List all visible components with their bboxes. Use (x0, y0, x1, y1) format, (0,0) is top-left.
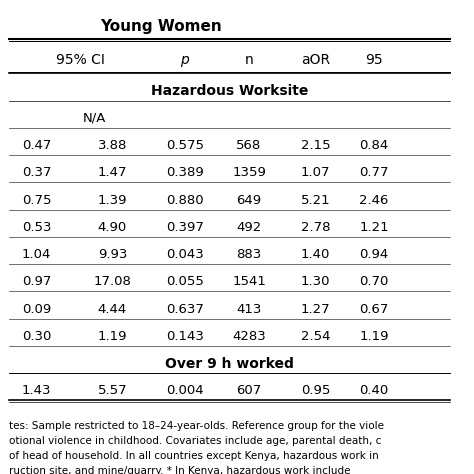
Text: 492: 492 (237, 221, 262, 234)
Text: 0.70: 0.70 (359, 275, 389, 288)
Text: 0.637: 0.637 (166, 303, 204, 316)
Text: Young Women: Young Women (100, 19, 221, 34)
Text: Hazardous Worksite: Hazardous Worksite (151, 84, 308, 98)
Text: 0.75: 0.75 (22, 194, 52, 207)
Text: 4.90: 4.90 (98, 221, 127, 234)
Text: 0.84: 0.84 (359, 139, 389, 152)
Text: 4283: 4283 (232, 330, 266, 343)
Text: 2.78: 2.78 (301, 221, 330, 234)
Text: 1.39: 1.39 (98, 194, 127, 207)
Text: Over 9 h worked: Over 9 h worked (165, 357, 294, 371)
Text: 2.15: 2.15 (301, 139, 330, 152)
Text: 0.53: 0.53 (22, 221, 52, 234)
Text: 0.389: 0.389 (166, 166, 204, 180)
Text: 649: 649 (237, 194, 262, 207)
Text: 0.043: 0.043 (166, 248, 204, 261)
Text: 0.94: 0.94 (359, 248, 389, 261)
Text: 1359: 1359 (232, 166, 266, 180)
Text: 1.47: 1.47 (98, 166, 127, 180)
Text: 0.004: 0.004 (166, 384, 203, 397)
Text: aOR: aOR (301, 53, 330, 67)
Text: 95% CI: 95% CI (56, 53, 105, 67)
Text: 0.575: 0.575 (166, 139, 204, 152)
Text: 2.54: 2.54 (301, 330, 330, 343)
Text: 0.37: 0.37 (22, 166, 52, 180)
Text: 0.95: 0.95 (301, 384, 330, 397)
Text: 2.46: 2.46 (359, 194, 389, 207)
Text: 0.97: 0.97 (22, 275, 51, 288)
Text: 1.27: 1.27 (301, 303, 330, 316)
Text: 413: 413 (237, 303, 262, 316)
Text: 0.77: 0.77 (359, 166, 389, 180)
Text: 607: 607 (237, 384, 262, 397)
Text: 883: 883 (237, 248, 262, 261)
Text: 1.19: 1.19 (359, 330, 389, 343)
Text: 0.880: 0.880 (166, 194, 203, 207)
Text: 0.67: 0.67 (359, 303, 389, 316)
Text: ruction site, and mine/quarry. * In Kenya, hazardous work include: ruction site, and mine/quarry. * In Keny… (9, 466, 351, 474)
Text: 5.21: 5.21 (301, 194, 330, 207)
Text: 9.93: 9.93 (98, 248, 127, 261)
Text: p: p (181, 53, 189, 67)
Text: 0.09: 0.09 (22, 303, 51, 316)
Text: of head of household. In all countries except Kenya, hazardous work in: of head of household. In all countries e… (9, 451, 379, 461)
Text: 0.397: 0.397 (166, 221, 204, 234)
Text: 0.40: 0.40 (359, 384, 389, 397)
Text: 3.88: 3.88 (98, 139, 127, 152)
Text: tes: Sample restricted to 18–24-year-olds. Reference group for the viole: tes: Sample restricted to 18–24-year-old… (9, 421, 384, 431)
Text: N/A: N/A (82, 112, 106, 125)
Text: 1.07: 1.07 (301, 166, 330, 180)
Text: 1.40: 1.40 (301, 248, 330, 261)
Text: 1541: 1541 (232, 275, 266, 288)
Text: 1.43: 1.43 (22, 384, 52, 397)
Text: 5.57: 5.57 (98, 384, 127, 397)
Text: 4.44: 4.44 (98, 303, 127, 316)
Text: 0.143: 0.143 (166, 330, 204, 343)
Text: 568: 568 (237, 139, 262, 152)
Text: 1.04: 1.04 (22, 248, 51, 261)
Text: 0.055: 0.055 (166, 275, 204, 288)
Text: 1.21: 1.21 (359, 221, 389, 234)
Text: 1.30: 1.30 (301, 275, 330, 288)
Text: 17.08: 17.08 (93, 275, 131, 288)
Text: 95: 95 (365, 53, 383, 67)
Text: 0.47: 0.47 (22, 139, 51, 152)
Text: otional violence in childhood. Covariates include age, parental death, c: otional violence in childhood. Covariate… (9, 436, 382, 446)
Text: 1.19: 1.19 (98, 330, 127, 343)
Text: 0.30: 0.30 (22, 330, 51, 343)
Text: n: n (245, 53, 254, 67)
